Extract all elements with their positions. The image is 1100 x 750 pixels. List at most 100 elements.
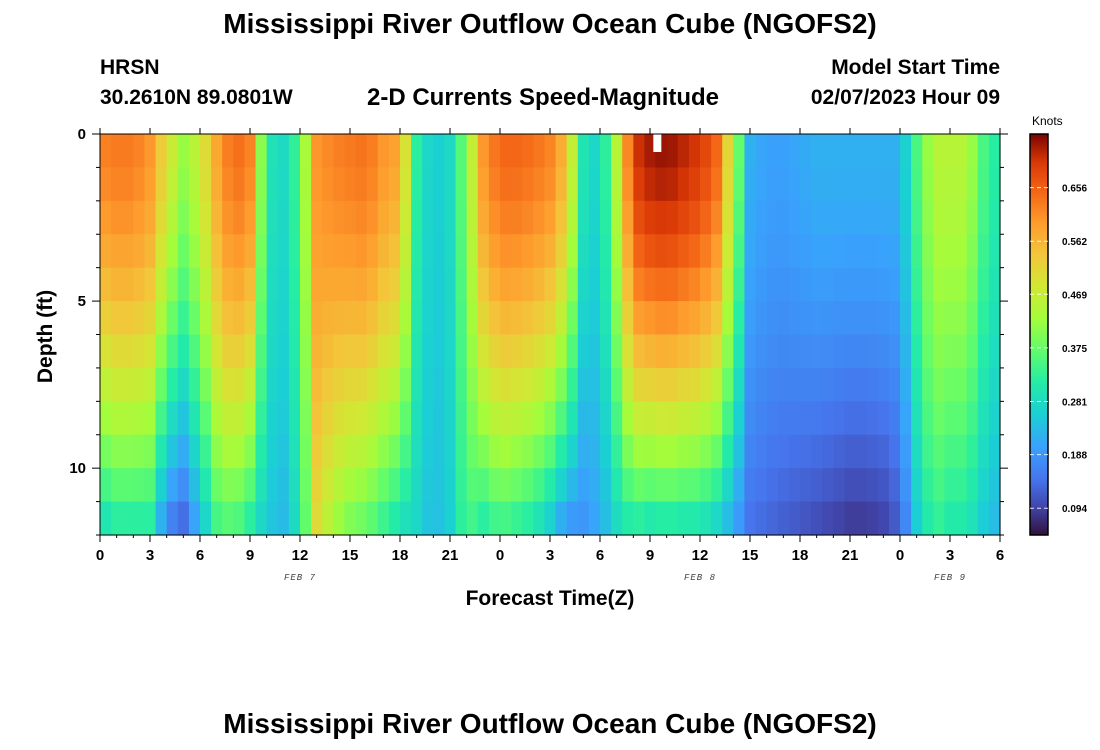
heatmap-cell bbox=[311, 501, 323, 536]
heatmap-cell bbox=[277, 434, 290, 469]
heatmap-cell bbox=[255, 134, 268, 169]
heatmap-cell bbox=[822, 200, 834, 235]
x-tick-label: 15 bbox=[342, 547, 359, 564]
heatmap-cell bbox=[944, 434, 957, 469]
heatmap-cell bbox=[377, 200, 390, 235]
heatmap-cell bbox=[755, 401, 768, 436]
heatmap-cell bbox=[877, 367, 890, 402]
heatmap-cell bbox=[966, 501, 979, 536]
y-axis: 0 5 10 bbox=[69, 126, 1008, 536]
x-axis: 0 3 6 9 12 15 18 21 0 3 6 9 12 15 18 21 0 3 6 FEB 7 FEB 8 FEB… bbox=[96, 128, 1004, 583]
heatmap-cell bbox=[466, 401, 479, 436]
heatmap-cell bbox=[133, 267, 146, 302]
heatmap-cell bbox=[311, 167, 323, 202]
heatmap-cell bbox=[722, 301, 734, 336]
heatmap-cell bbox=[500, 367, 512, 402]
heatmap-cell bbox=[688, 167, 701, 202]
heatmap-cell bbox=[911, 301, 923, 336]
heatmap-cell bbox=[422, 167, 434, 202]
heatmap-cell bbox=[511, 234, 523, 269]
heatmap-cell bbox=[222, 200, 234, 235]
heatmap-cell bbox=[366, 200, 379, 235]
heatmap-cell bbox=[400, 301, 412, 336]
heatmap-cell bbox=[788, 167, 801, 202]
heatmap-cell bbox=[422, 501, 434, 536]
heatmap-cell bbox=[833, 267, 846, 302]
heatmap-cell bbox=[811, 401, 823, 436]
heatmap-cell bbox=[744, 468, 757, 503]
heatmap-cell bbox=[533, 401, 546, 436]
heatmap-cell bbox=[100, 434, 112, 469]
heatmap-cell bbox=[877, 401, 890, 436]
heatmap-cell bbox=[922, 434, 934, 469]
heatmap-cells bbox=[100, 134, 1001, 536]
heatmap-cell bbox=[922, 234, 934, 269]
heatmap-cell bbox=[100, 167, 112, 202]
heatmap-cell bbox=[600, 134, 612, 169]
heatmap-cell bbox=[322, 234, 334, 269]
heatmap-cell bbox=[366, 301, 379, 336]
heatmap-cell bbox=[433, 401, 446, 436]
heatmap-cell bbox=[622, 267, 634, 302]
heatmap-cell bbox=[333, 434, 346, 469]
colorbar: Knots 0.094 0.188 0.281 0.375 0.469 0.562 0.65… bbox=[1029, 114, 1087, 536]
heatmap-cell bbox=[444, 200, 457, 235]
heatmap-cell bbox=[400, 367, 412, 402]
heatmap-cell bbox=[388, 501, 401, 536]
x-axis-title: Forecast Time(Z) bbox=[466, 587, 635, 610]
heatmap-cell bbox=[466, 434, 479, 469]
heatmap-cell bbox=[777, 434, 790, 469]
heatmap-cell bbox=[344, 200, 357, 235]
heatmap-cell bbox=[188, 167, 201, 202]
heatmap-cell bbox=[711, 468, 723, 503]
heatmap-cell bbox=[133, 367, 146, 402]
heatmap-cell bbox=[800, 267, 812, 302]
heatmap-cell bbox=[700, 401, 712, 436]
heatmap-cell bbox=[211, 334, 223, 369]
heatmap-cell bbox=[566, 301, 579, 336]
chart-subtitle: 2-D Currents Speed-Magnitude bbox=[367, 84, 720, 111]
heatmap-cell bbox=[211, 501, 223, 536]
heatmap-cell bbox=[744, 434, 757, 469]
heatmap-cell bbox=[300, 401, 312, 436]
heatmap-cell bbox=[133, 468, 146, 503]
heatmap-cell bbox=[266, 200, 279, 235]
heatmap-cell bbox=[155, 501, 168, 536]
heatmap-cell bbox=[744, 367, 757, 402]
heatmap-cell bbox=[688, 234, 701, 269]
heatmap-cell bbox=[655, 301, 668, 336]
heatmap-cell bbox=[588, 334, 601, 369]
heatmap-cell bbox=[866, 267, 879, 302]
heatmap-cell bbox=[755, 501, 768, 536]
heatmap-cell bbox=[877, 267, 890, 302]
heatmap-cell bbox=[900, 200, 912, 235]
heatmap-cell bbox=[633, 301, 646, 336]
heatmap-cell bbox=[800, 501, 812, 536]
heatmap-cell bbox=[400, 134, 412, 169]
heatmap-cell bbox=[155, 234, 168, 269]
heatmap-cell bbox=[588, 301, 601, 336]
heatmap-cell bbox=[122, 301, 134, 336]
heatmap-cell bbox=[744, 401, 757, 436]
heatmap-cell bbox=[555, 134, 568, 169]
heatmap-cell bbox=[300, 200, 312, 235]
heatmap-cell bbox=[200, 501, 212, 536]
heatmap-cell bbox=[866, 134, 879, 169]
heatmap-cell bbox=[622, 200, 634, 235]
heatmap-cell bbox=[733, 334, 746, 369]
heatmap-cell bbox=[966, 401, 979, 436]
heatmap-cell bbox=[944, 468, 957, 503]
heatmap-cell bbox=[788, 334, 801, 369]
heatmap-cell bbox=[844, 367, 857, 402]
heatmap-cell bbox=[633, 134, 646, 169]
heatmap-cell bbox=[500, 200, 512, 235]
missing-data-marker bbox=[653, 134, 662, 152]
heatmap-cell bbox=[700, 267, 712, 302]
heatmap-cell bbox=[266, 267, 279, 302]
heatmap-cell bbox=[888, 267, 901, 302]
heatmap-cell bbox=[277, 401, 290, 436]
heatmap-cell bbox=[222, 468, 234, 503]
heatmap-cell bbox=[222, 367, 234, 402]
heatmap-cell bbox=[155, 334, 168, 369]
heatmap-cell bbox=[666, 367, 679, 402]
